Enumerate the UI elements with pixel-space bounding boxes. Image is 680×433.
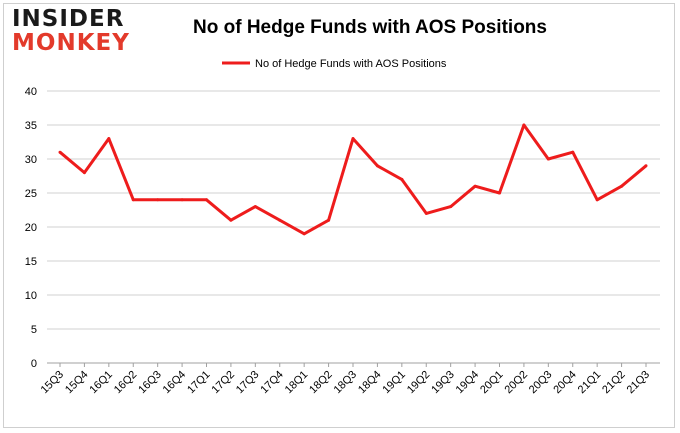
x-tick-label: 17Q3 bbox=[234, 369, 262, 397]
y-tick-label: 20 bbox=[25, 222, 37, 234]
logo-line-2: MONKEY bbox=[12, 30, 130, 56]
data-point bbox=[644, 164, 648, 168]
data-point bbox=[327, 218, 331, 222]
chart-frame bbox=[3, 3, 675, 428]
data-point bbox=[180, 198, 184, 202]
x-tick-label: 21Q2 bbox=[600, 369, 628, 397]
logo-line-1: INSIDER bbox=[12, 6, 125, 32]
y-tick-label: 40 bbox=[25, 86, 37, 98]
y-tick-label: 35 bbox=[25, 120, 37, 132]
data-point bbox=[620, 184, 624, 188]
series-line bbox=[59, 123, 647, 236]
data-point bbox=[351, 137, 355, 141]
data-point bbox=[156, 198, 160, 202]
data-point bbox=[571, 150, 575, 154]
x-tick-label: 16Q4 bbox=[161, 369, 189, 397]
legend: No of Hedge Funds with AOS Positions bbox=[222, 58, 447, 70]
y-tick-label: 5 bbox=[31, 324, 37, 336]
x-tick-label: 17Q2 bbox=[210, 369, 238, 397]
data-point bbox=[278, 218, 282, 222]
data-point bbox=[107, 137, 111, 141]
y-tick-label: 10 bbox=[25, 290, 37, 302]
x-tick-label: 15Q3 bbox=[39, 369, 67, 397]
x-tick-label: 16Q3 bbox=[136, 369, 164, 397]
data-point bbox=[546, 157, 550, 161]
data-point bbox=[424, 211, 428, 215]
data-point bbox=[400, 177, 404, 181]
data-point bbox=[522, 123, 526, 127]
x-tick-label: 21Q1 bbox=[576, 369, 604, 397]
x-tick-label: 18Q1 bbox=[283, 369, 311, 397]
x-tick-label: 17Q1 bbox=[185, 369, 213, 397]
y-tick-label: 15 bbox=[25, 256, 37, 268]
y-axis-ticks: 0 5 10 15 20 25 30 35 40 bbox=[25, 86, 37, 370]
data-point bbox=[58, 150, 62, 154]
y-tick-label: 0 bbox=[31, 358, 37, 370]
x-tick-label: 19Q4 bbox=[454, 369, 482, 397]
x-tick-label: 16Q1 bbox=[87, 369, 115, 397]
data-point bbox=[253, 205, 257, 209]
x-tick-label: 18Q2 bbox=[307, 369, 335, 397]
data-point bbox=[229, 218, 233, 222]
x-tick-label: 20Q1 bbox=[478, 369, 506, 397]
y-tick-label: 25 bbox=[25, 188, 37, 200]
data-point bbox=[375, 164, 379, 168]
x-tick-label: 18Q3 bbox=[332, 369, 360, 397]
data-point bbox=[82, 171, 86, 175]
data-point bbox=[498, 191, 501, 195]
data-point bbox=[205, 198, 208, 202]
data-point bbox=[473, 184, 477, 188]
grid bbox=[47, 90, 660, 364]
x-axis-ticks: 15Q315Q416Q116Q216Q316Q417Q117Q217Q317Q4… bbox=[39, 363, 653, 397]
x-tick-label: 20Q2 bbox=[503, 369, 531, 397]
x-tick-label: 17Q4 bbox=[258, 369, 286, 397]
x-tick-label: 20Q3 bbox=[527, 369, 555, 397]
data-point bbox=[449, 205, 453, 209]
x-tick-label: 21Q3 bbox=[625, 369, 653, 397]
x-tick-label: 15Q4 bbox=[63, 369, 91, 397]
data-point bbox=[131, 198, 135, 202]
insider-monkey-logo: INSIDER MONKEY bbox=[12, 8, 130, 55]
x-tick-label: 20Q4 bbox=[551, 369, 579, 397]
x-tick-label: 16Q2 bbox=[112, 369, 140, 397]
x-tick-label: 19Q2 bbox=[405, 369, 433, 397]
data-point bbox=[302, 232, 306, 236]
x-tick-label: 19Q1 bbox=[380, 369, 408, 397]
x-tick-label: 18Q4 bbox=[356, 369, 384, 397]
legend-label: No of Hedge Funds with AOS Positions bbox=[255, 58, 447, 70]
series-group bbox=[58, 123, 648, 236]
x-tick-label: 19Q3 bbox=[429, 369, 457, 397]
y-tick-label: 30 bbox=[25, 154, 37, 166]
data-point bbox=[595, 198, 599, 202]
chart-title: No of Hedge Funds with AOS Positions bbox=[193, 17, 547, 38]
